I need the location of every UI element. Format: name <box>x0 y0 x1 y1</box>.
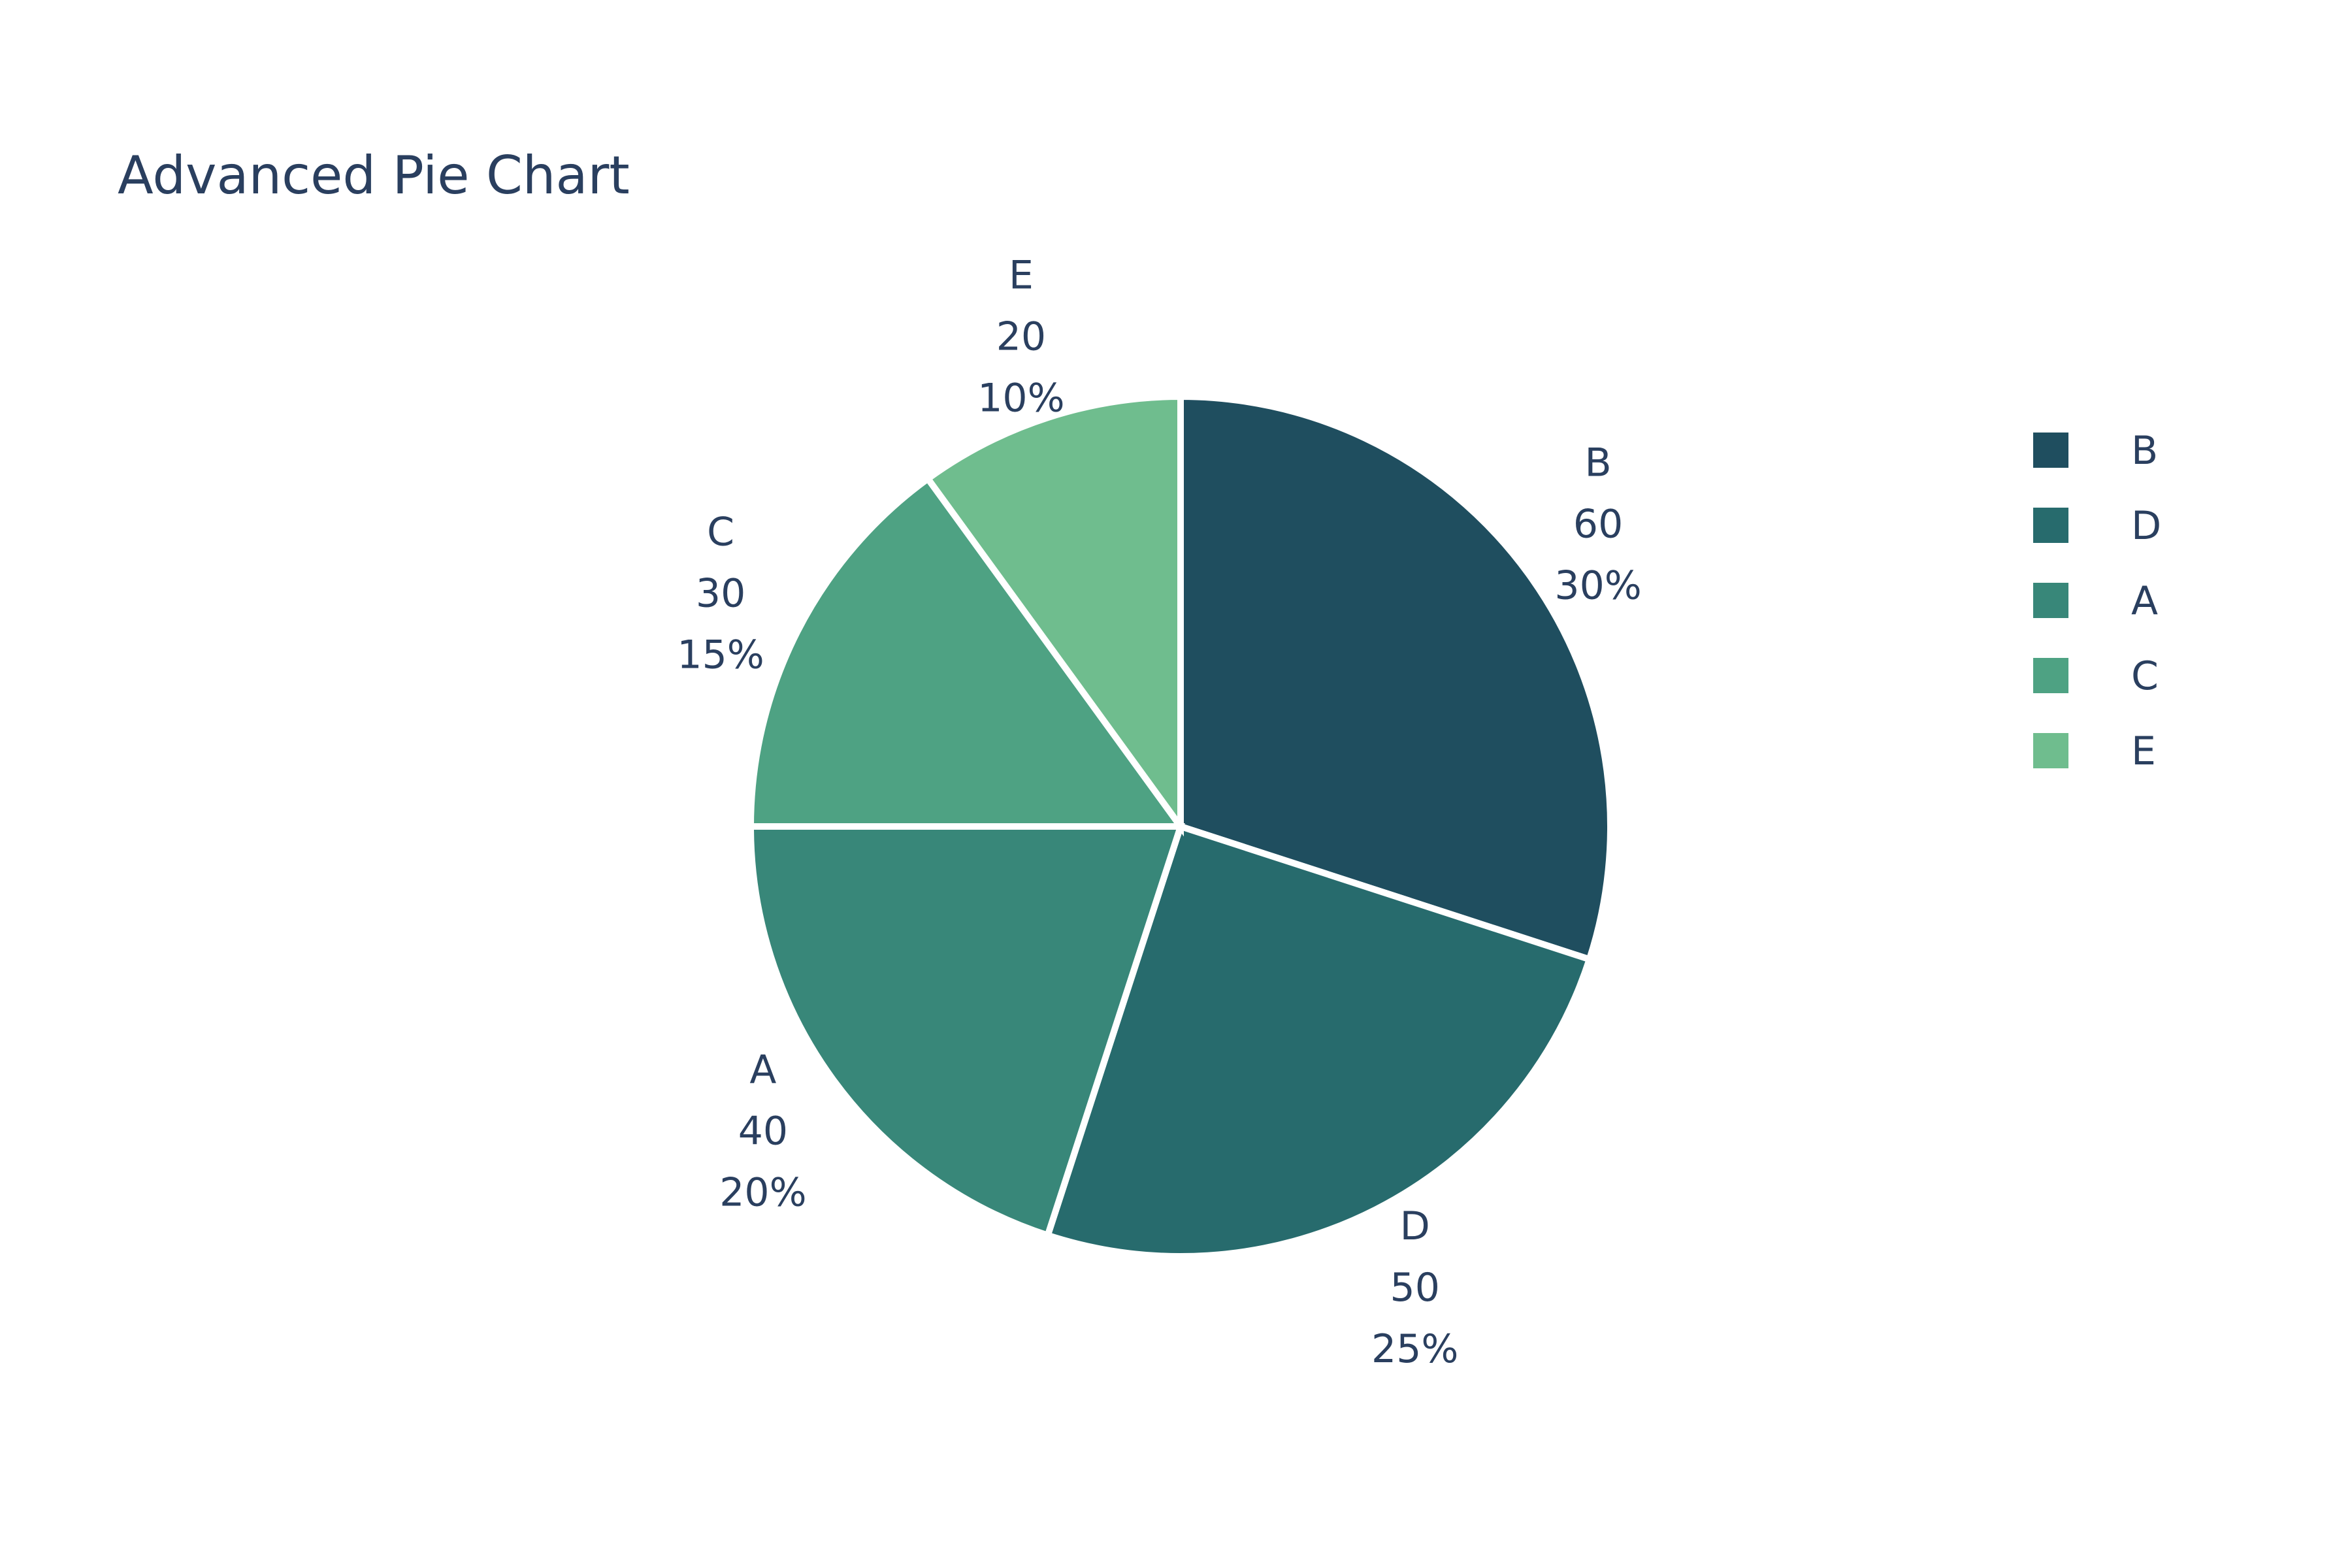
pie-group <box>747 393 1614 1260</box>
legend-label-b[interactable]: B <box>2131 428 2158 474</box>
slice-label-e-value: 20 <box>996 314 1046 360</box>
slice-label-c-percent: 15% <box>677 632 764 678</box>
pie-slice-b[interactable] <box>1177 393 1614 964</box>
pie-slice-c[interactable] <box>747 474 1187 830</box>
legend-swatch-a[interactable] <box>2033 583 2068 618</box>
slice-label-a-percent: 20% <box>719 1169 806 1215</box>
slice-labels: B 60 30% D 50 25% A 40 20% C 30 15% E 20 10% <box>677 253 1641 1372</box>
slice-label-e-name: E <box>1009 253 1034 299</box>
legend-label-a[interactable]: A <box>2131 578 2158 624</box>
legend-swatch-d[interactable] <box>2033 508 2068 543</box>
pie-slice-e[interactable] <box>923 393 1184 837</box>
slice-label-b-percent: 30% <box>1554 563 1641 609</box>
legend-label-e[interactable]: E <box>2131 728 2156 774</box>
slice-label-d-percent: 25% <box>1371 1326 1458 1372</box>
pie-slice-a[interactable] <box>747 823 1185 1240</box>
slice-label-d-value: 50 <box>1390 1265 1440 1311</box>
legend-swatch-e[interactable] <box>2033 733 2068 768</box>
pie-slice-d[interactable] <box>1043 822 1594 1260</box>
slice-label-b-name: B <box>1585 440 1612 486</box>
legend-swatch-b[interactable] <box>2033 433 2068 468</box>
slice-label-a-name: A <box>749 1047 776 1092</box>
legend-swatch-c[interactable] <box>2033 658 2068 693</box>
slice-label-a-value: 40 <box>738 1108 788 1154</box>
legend-label-c[interactable]: C <box>2131 653 2159 699</box>
slice-label-c-name: C <box>707 509 734 555</box>
slice-label-b-value: 60 <box>1573 502 1623 547</box>
chart-title: Advanced Pie Chart <box>118 145 630 206</box>
slice-label-c-value: 30 <box>696 570 745 616</box>
slice-label-d-name: D <box>1400 1203 1430 1249</box>
legend-label-d[interactable]: D <box>2131 503 2161 549</box>
slice-label-e-percent: 10% <box>977 376 1064 421</box>
